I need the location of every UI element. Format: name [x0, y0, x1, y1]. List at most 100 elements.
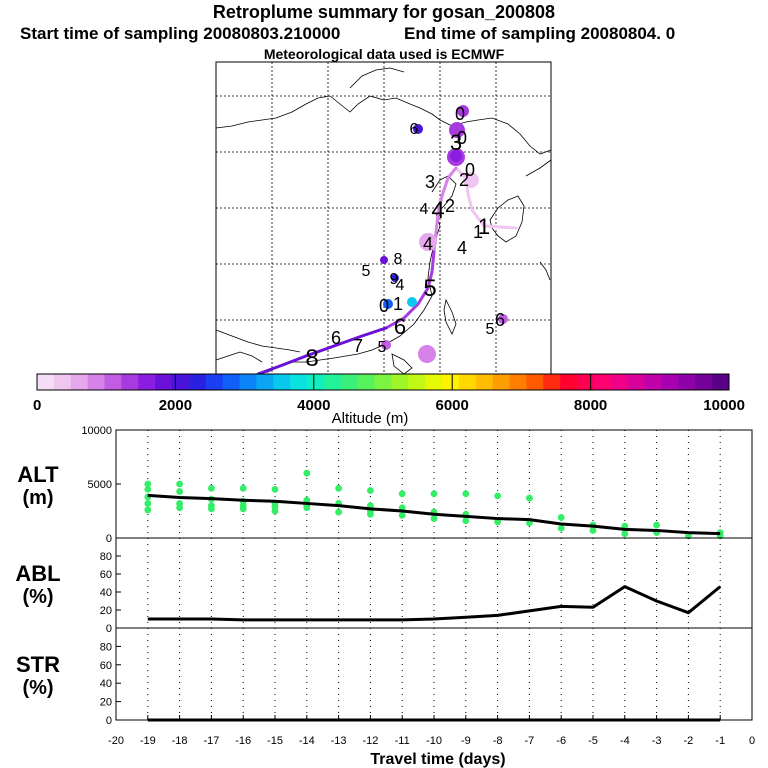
colorbar-cell — [543, 374, 561, 390]
y-tick-label: 40 — [100, 678, 112, 690]
x-tick-label: -16 — [235, 735, 251, 747]
trajectory-day-label: 0 — [455, 104, 465, 124]
colorbar-cell — [492, 374, 511, 390]
trajectory-day-label: 4 — [431, 197, 444, 224]
altitude-scatter-point — [144, 500, 152, 507]
trajectory-day-label: 9 — [390, 271, 399, 288]
altitude-scatter-point — [398, 490, 406, 498]
altitude-scatter-point — [271, 486, 279, 493]
altitude-scatter-point — [462, 490, 470, 498]
colorbar-tick-label: 4000 — [297, 397, 330, 414]
y-axis-unit: (%) — [22, 677, 53, 699]
x-tick-label: -6 — [556, 735, 566, 747]
x-tick-label: -18 — [172, 735, 188, 747]
colorbar-cell — [307, 374, 325, 390]
trajectory-day-label: 3 — [450, 130, 462, 155]
colorbar-cell — [205, 374, 224, 390]
colorbar-cell — [391, 374, 409, 390]
y-axis-label: STR — [16, 652, 60, 677]
trajectory-day-label: 3 — [425, 172, 435, 192]
trajectory-day-label: 0 — [465, 160, 475, 180]
trajectory-cluster-dot — [381, 340, 391, 350]
altitude-scatter-point — [526, 494, 533, 502]
altitude-scatter-point — [144, 480, 152, 488]
series-line-abl — [147, 585, 722, 622]
x-tick-label: -7 — [525, 735, 535, 747]
colorbar-cell — [357, 374, 376, 390]
colorbar-cell — [138, 374, 156, 390]
colorbar-cell — [37, 374, 55, 390]
colorbar-cell — [222, 374, 241, 390]
altitude-scatter-point — [557, 524, 565, 532]
trajectory-day-label: 5 — [423, 275, 436, 302]
colorbar-cell — [374, 374, 392, 390]
map-coastline — [215, 67, 552, 375]
chart-title: Retroplume summary for gosan_200808 — [212, 2, 556, 22]
colorbar-cell — [340, 374, 359, 390]
trajectory-day-label: 1 — [393, 294, 403, 314]
y-tick-label: 60 — [100, 660, 112, 672]
trajectory-day-label: 7 — [353, 336, 363, 356]
x-tick-label: -2 — [684, 735, 694, 747]
x-tick-label: -12 — [362, 735, 378, 747]
altitude-scatter-point — [303, 469, 311, 477]
colorbar-cell — [627, 374, 646, 390]
colorbar-cell — [53, 374, 72, 390]
y-tick-label: 5000 — [88, 479, 112, 491]
timeseries-panels: 0500010000ALT(m)020406080ABL(%)020406080… — [15, 425, 755, 747]
trajectory-day-label: 1 — [473, 222, 483, 242]
colorbar-cell — [695, 374, 713, 390]
colorbar-cell — [408, 374, 426, 390]
x-tick-label: -15 — [267, 735, 283, 747]
colorbar-tick-label: 10000 — [703, 397, 745, 414]
trajectory-day-label: 4 — [457, 238, 467, 258]
x-tick-label: -8 — [493, 735, 503, 747]
y-axis-unit: (%) — [22, 586, 53, 608]
met-data-label: Meteorological data used is ECMWF — [263, 46, 505, 62]
colorbar-cell — [70, 374, 89, 390]
altitude-scatter-point — [335, 484, 342, 492]
trajectory-cluster-dot — [380, 256, 388, 264]
y-tick-label: 0 — [106, 715, 112, 727]
trajectory-day-label: 4 — [420, 201, 429, 218]
trajectory-cluster-dot — [463, 172, 479, 188]
colorbar-cell — [188, 374, 207, 390]
colorbar-tick-label: 0 — [33, 397, 41, 414]
trajectory-day-label: 8 — [305, 345, 318, 372]
altitude-scatter-point — [367, 510, 374, 518]
altitude-scatter-point — [271, 507, 279, 515]
trajectory-day-label: 4 — [423, 234, 433, 254]
altitude-scatter-point — [144, 486, 152, 493]
colorbar-cell — [172, 374, 190, 390]
colorbar-cell — [610, 374, 629, 390]
y-axis-unit: (m) — [22, 487, 53, 509]
colorbar-cell — [256, 374, 274, 390]
trajectory-day-label: 0 — [379, 296, 389, 316]
x-tick-label: -5 — [588, 735, 598, 747]
trajectory-day-label: 6 — [410, 121, 419, 138]
colorbar-cell — [678, 374, 696, 390]
altitude-scatter-point — [462, 517, 470, 525]
trajectory-day-label: 6 — [331, 328, 341, 348]
x-tick-label: -19 — [140, 735, 156, 747]
altitude-scatter-point — [653, 521, 660, 529]
x-tick-label: -13 — [331, 735, 347, 747]
trajectory-day-label: 5 — [486, 321, 495, 338]
trajectory-day-label: 1 — [478, 214, 490, 239]
trajectory-cluster-dot — [449, 122, 465, 138]
colorbar-cell — [475, 374, 494, 390]
colorbar-cell — [323, 374, 342, 390]
colorbar-cell — [121, 374, 139, 390]
trajectory-cluster-dot — [498, 314, 508, 324]
altitude-scatter-point — [176, 504, 184, 512]
altitude-scatter-point — [239, 505, 247, 513]
altitude-scatter-point — [335, 508, 342, 516]
trajectory-cluster-dot — [450, 150, 462, 162]
trajectory-day-label: 2 — [459, 170, 469, 190]
x-tick-label: -1 — [715, 735, 725, 747]
colorbar-cell — [239, 374, 257, 390]
x-tick-label: -9 — [461, 735, 471, 747]
trajectory-day-label: 4 — [396, 277, 405, 294]
